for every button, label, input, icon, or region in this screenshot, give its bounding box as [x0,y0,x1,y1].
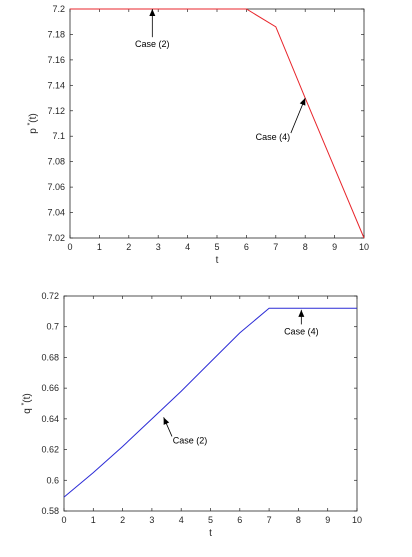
bottom-annotation-label: Case (4) [284,326,319,336]
bottom-x-tick-label: 5 [208,515,213,525]
top-y-tick-label: 7.02 [47,233,65,243]
bottom-x-tick-label: 4 [179,515,184,525]
top-annotation-arrow-head [299,98,306,106]
top-x-tick-label: 3 [156,242,161,252]
top-x-tick-label: 10 [359,242,369,252]
bottom-x-tick-label: 10 [352,515,362,525]
top-y-tick-label: 7.04 [47,208,65,218]
bottom-x-tick-label: 3 [149,515,154,525]
top-x-tick-label: 8 [303,242,308,252]
top-y-tick-label: 7.14 [47,80,65,90]
top-y-tick-label: 7.1 [52,131,65,141]
top-x-tick-label: 0 [67,242,72,252]
top-x-tick-label: 6 [244,242,249,252]
bottom-x-axis-label: t [209,528,212,539]
bottom-y-tick-label: 0.66 [41,383,59,393]
top-y-tick-label: 7.2 [52,4,65,14]
bottom-chart: 0 1 2 3 4 5 6 7 8 9 10 0.58 0.6 0.62 0.64 0.66 0.68 0.7 0.… [21,291,362,539]
top-x-tick-label: 7 [273,242,278,252]
bottom-x-tick-label: 6 [237,515,242,525]
top-y-tick-label: 7.06 [47,182,65,192]
bottom-plot-frame [63,295,358,512]
bottom-y-tick-label: 0.58 [41,506,59,516]
bottom-x-tick-label: 9 [325,515,330,525]
bottom-y-tick-label: 0.7 [46,322,59,332]
bottom-y-tick-label: 0.64 [41,414,59,424]
bottom-x-tick-label: 0 [61,515,66,525]
bottom-annotation-arrow-head [163,417,170,425]
top-x-axis-label: t [216,255,219,266]
bottom-y-axis-label: q *(t) [21,393,33,414]
bottom-y-tick-label: 0.68 [41,352,59,362]
top-y-tick-label: 7.12 [47,106,65,116]
top-x-tick-label: 4 [185,242,190,252]
top-y-tick-label: 7.16 [47,55,65,65]
bottom-series-line [63,307,357,498]
bottom-y-tick-label: 0.6 [46,475,59,485]
bottom-x-tick-label: 8 [296,515,301,525]
top-x-tick-label: 1 [97,242,102,252]
top-plot-frame [69,8,365,239]
top-y-tick-label: 7.18 [47,29,65,39]
top-series-line [70,8,365,239]
top-chart: 0 1 2 3 4 5 6 7 8 9 10 7.02 7.04 7.06 7.08 7.1 7.12 7.14 7… [27,4,369,266]
top-y-tick-label: 7.08 [47,157,65,167]
bottom-annotation-arrow-head [298,309,305,317]
top-annotation-arrow-head [149,9,156,16]
top-x-tick-label: 2 [126,242,131,252]
bottom-y-tick-label: 0.62 [41,445,59,455]
top-annotation-label: Case (4) [256,132,291,142]
top-x-tick-label: 9 [332,242,337,252]
bottom-x-tick-label: 2 [120,515,125,525]
bottom-x-tick-label: 1 [91,515,96,525]
bottom-x-tick-label: 7 [267,515,272,525]
bottom-annotation-label: Case (2) [173,435,208,445]
bottom-y-tick-label: 0.72 [41,291,59,301]
top-annotation-label: Case (2) [135,39,170,49]
top-x-tick-label: 5 [214,242,219,252]
top-y-axis-label: p *(t) [27,113,39,134]
